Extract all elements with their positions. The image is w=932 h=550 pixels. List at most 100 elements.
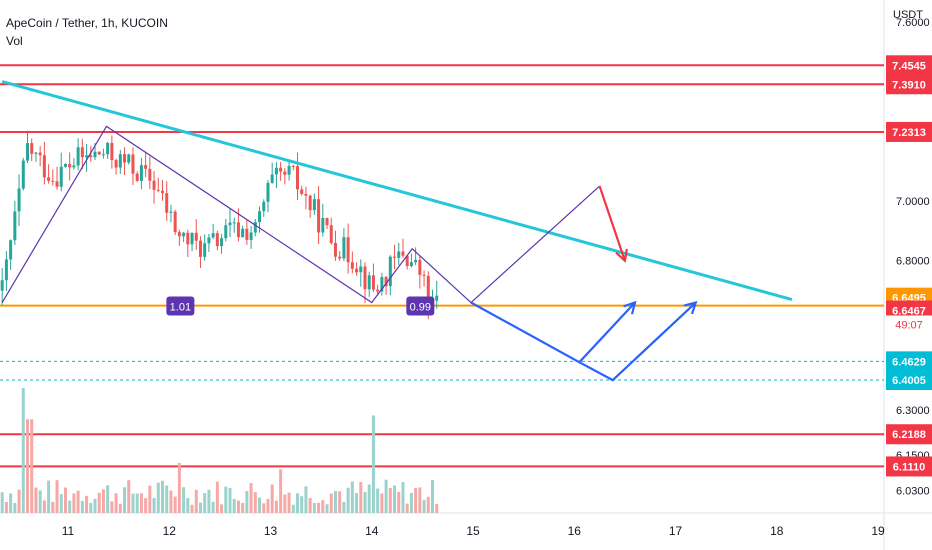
price-badge-text: 6.2188 <box>892 429 926 441</box>
volume-bar <box>291 504 295 513</box>
bullish-projection-path[interactable] <box>470 301 697 382</box>
candle-body <box>329 225 333 243</box>
candle-body <box>435 295 439 301</box>
candle-body <box>380 276 384 292</box>
candle-body <box>114 160 118 168</box>
candle-body <box>55 181 59 187</box>
candle-body <box>182 232 186 237</box>
volume-bar <box>333 490 337 513</box>
volume-bar <box>220 504 224 513</box>
wave-pattern-line[interactable] <box>1 125 600 304</box>
volume-bar <box>342 501 346 513</box>
candle-body <box>321 217 325 233</box>
price-badge <box>886 456 932 477</box>
volume-bar <box>123 487 127 513</box>
volume-bar <box>55 480 59 513</box>
volume-bar <box>258 497 262 513</box>
volume-bar <box>68 500 72 513</box>
blue-arrowhead <box>623 300 637 315</box>
volume-bar <box>236 500 240 513</box>
time-tick-label: 14 <box>365 524 379 538</box>
candle-body <box>422 274 426 276</box>
candle-body <box>85 155 89 158</box>
volume-bar <box>317 502 321 513</box>
candle-body <box>80 147 84 158</box>
bearish-projection-arrow[interactable] <box>598 185 626 262</box>
candle-body <box>338 256 342 259</box>
candle-body <box>68 164 72 168</box>
price-badge-text: 6.1110 <box>893 461 925 473</box>
volume-bar <box>38 490 42 513</box>
volume-bar <box>80 501 84 513</box>
volume-bar <box>34 487 38 513</box>
price-badge <box>886 424 932 445</box>
volume-bar <box>371 415 375 513</box>
volume-indicator-label[interactable]: Vol <box>6 34 23 48</box>
candle-body <box>258 211 262 223</box>
price-tick-label: 7.6000 <box>896 17 930 29</box>
volume-bar <box>186 498 190 513</box>
candle-body <box>63 164 67 167</box>
chart-title: ApeCoin / Tether, 1h, KUCOIN <box>6 16 168 30</box>
volume-bar <box>325 504 329 513</box>
volume-bar <box>51 501 55 513</box>
candle-body <box>144 165 148 169</box>
price-tick-label: 6.3000 <box>896 405 930 417</box>
candle-body <box>38 152 42 156</box>
volume-bar <box>207 489 211 513</box>
volume-bar <box>182 487 186 513</box>
candle-body <box>30 143 34 154</box>
candle-body <box>376 289 380 292</box>
descending-trendline[interactable] <box>1 80 793 301</box>
candle-body <box>426 275 430 305</box>
candle-body <box>393 256 397 258</box>
price-badge-text: 6.4629 <box>892 356 926 368</box>
candle-body <box>139 165 143 181</box>
candle-body <box>194 232 198 241</box>
candle-body <box>165 193 169 213</box>
price-tick-label: 7.0000 <box>896 196 930 208</box>
time-tick-label: 11 <box>62 524 75 538</box>
candle-body <box>300 189 304 194</box>
candle-body <box>177 232 181 237</box>
price-badge-text: 7.2313 <box>892 127 926 139</box>
volume-bar <box>274 500 278 513</box>
candle-body <box>304 193 308 196</box>
volume-bar <box>152 497 156 513</box>
candle-body <box>34 152 38 154</box>
candle-body <box>59 166 63 187</box>
ratio-callout-box[interactable] <box>406 296 435 316</box>
volume-bar <box>21 388 25 513</box>
volume-bar <box>76 490 80 513</box>
candle-body <box>346 237 350 263</box>
candle-body <box>72 165 76 168</box>
volume-bar <box>224 486 228 513</box>
volume-bar <box>321 500 325 513</box>
volume-bar <box>401 482 405 513</box>
candle-body <box>135 173 139 181</box>
candle-body <box>388 256 392 287</box>
candle-body <box>312 199 316 211</box>
candle-body <box>110 142 114 161</box>
volume-bar <box>194 489 198 513</box>
ratio-callout-box[interactable] <box>166 296 195 316</box>
price-badge-text: 7.3910 <box>892 79 926 91</box>
volume-bar <box>249 483 253 513</box>
volume-bar <box>101 489 105 513</box>
volume-bar <box>363 492 367 513</box>
candle-body <box>51 180 55 182</box>
volume-bar <box>312 502 316 513</box>
price-badge <box>886 369 932 390</box>
candle-body <box>207 237 211 244</box>
price-badge <box>886 55 932 76</box>
volume-bar <box>253 492 257 513</box>
volume-bar <box>270 484 274 513</box>
volume-bar <box>198 502 202 513</box>
candle-body <box>13 211 17 241</box>
candle-body <box>89 155 93 158</box>
candle-body <box>101 154 105 156</box>
candle-body <box>308 195 312 211</box>
volume-bar <box>89 502 93 513</box>
candle-body <box>342 237 346 259</box>
